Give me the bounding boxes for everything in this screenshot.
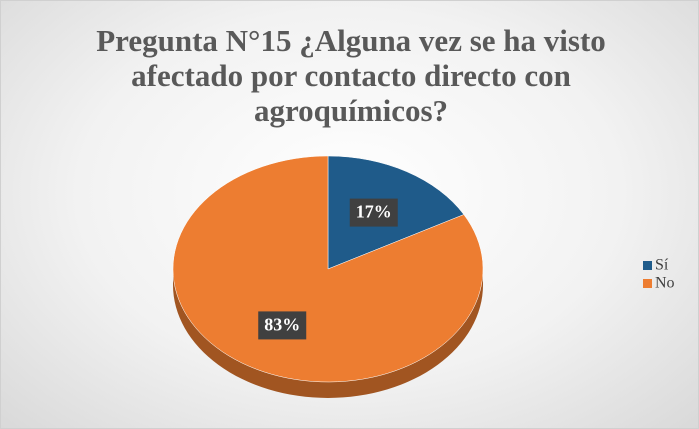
legend-swatch xyxy=(643,261,652,270)
data-label-group: 17% xyxy=(349,198,398,227)
data-label-group: 83% xyxy=(258,311,307,340)
data-label: 83% xyxy=(264,315,300,335)
legend-swatch xyxy=(643,279,652,288)
legend-label: Sí xyxy=(655,257,669,274)
data-label-box xyxy=(258,311,307,340)
pie-slice xyxy=(172,155,484,383)
data-label: 17% xyxy=(356,202,392,222)
chart-title: Pregunta N°15 ¿Alguna vez se ha visto af… xyxy=(96,23,606,128)
legend-label: No xyxy=(655,275,675,292)
data-label-box xyxy=(349,198,398,227)
